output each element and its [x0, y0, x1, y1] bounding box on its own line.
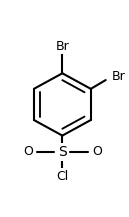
Text: S: S [58, 145, 67, 159]
Text: Br: Br [55, 40, 69, 53]
Text: O: O [92, 145, 102, 158]
Text: O: O [23, 145, 33, 158]
Text: Cl: Cl [56, 170, 68, 183]
Text: Br: Br [112, 70, 126, 83]
